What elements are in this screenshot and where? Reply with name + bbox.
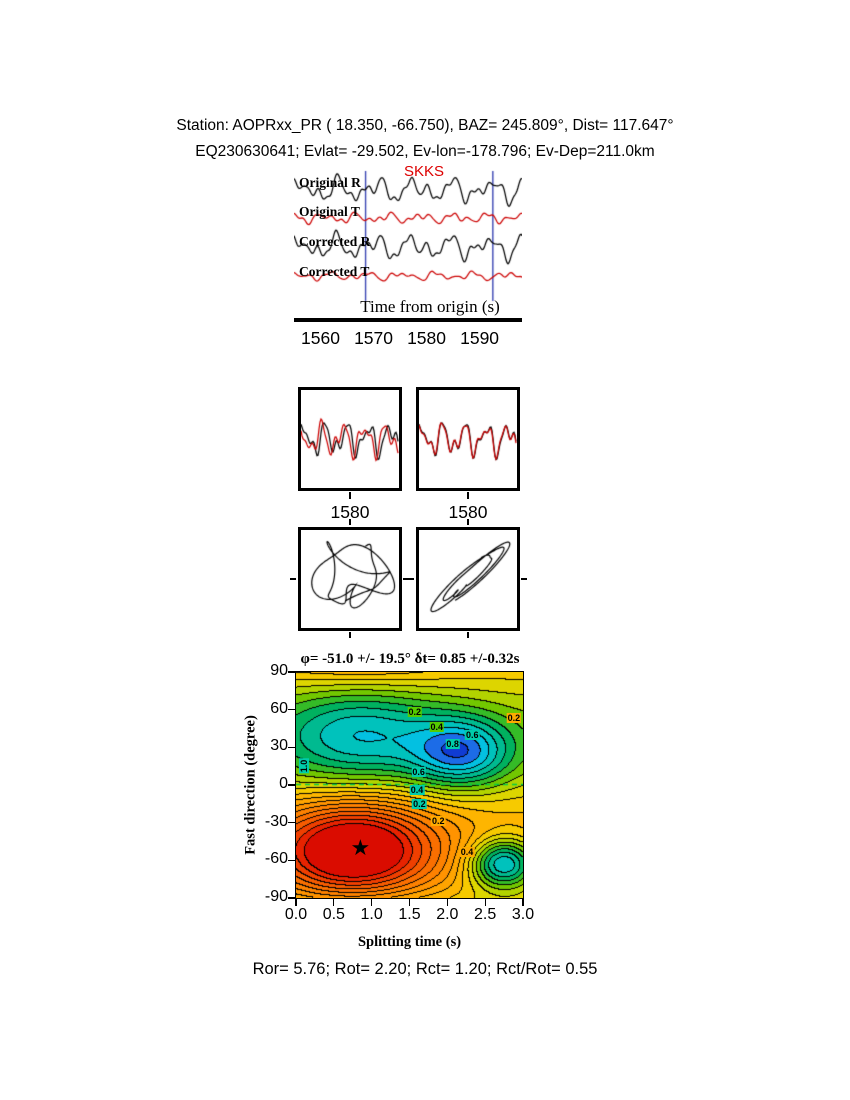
particle-motion-panel-corrected bbox=[416, 527, 520, 631]
particle-motion-panel-original bbox=[298, 527, 402, 631]
pm-panel-tickmark bbox=[408, 578, 414, 580]
trace-label-original-t: Original T bbox=[299, 204, 360, 219]
contour-level-label: 0.2 bbox=[506, 713, 522, 724]
axis-tick-label: -30 bbox=[264, 812, 288, 830]
trace-label-original-r: Original R bbox=[299, 175, 361, 190]
axis-tick-label: -90 bbox=[264, 888, 288, 905]
axis-tickmark bbox=[484, 899, 486, 906]
contour-level-label: 0.6 bbox=[465, 729, 480, 740]
trace-label-corrected-r: Corrected R bbox=[299, 234, 371, 249]
pm-panel-tickmark bbox=[403, 578, 409, 580]
energy-ratio-footer: Ror= 5.76; Rot= 2.20; Rct= 1.20; Rct/Rot… bbox=[252, 960, 598, 978]
axis-tick-label: 0 bbox=[279, 775, 288, 792]
axis-tickmark bbox=[446, 899, 448, 906]
contour-level-label: 0.2 bbox=[412, 798, 427, 809]
pair-time-tick: 1580 bbox=[448, 502, 488, 522]
pair-time-tick: 1580 bbox=[330, 502, 370, 522]
time-axis-tick: 1590 bbox=[460, 328, 500, 348]
pair-panel-tickmark bbox=[348, 492, 351, 499]
contour-level-label: 0.8 bbox=[445, 738, 460, 749]
pm-panel-tickmark bbox=[521, 578, 527, 580]
axis-tick-label: 60 bbox=[270, 699, 288, 717]
splitting-time-axis-label: Splitting time (s) bbox=[357, 934, 462, 950]
contour-level-label: 0.6 bbox=[411, 767, 426, 778]
time-axis-bar bbox=[294, 318, 522, 322]
axis-tickmark bbox=[295, 899, 297, 906]
time-axis-tick: 1580 bbox=[407, 328, 447, 348]
axis-tickmark bbox=[288, 822, 295, 824]
contour-level-label: 0.4 bbox=[429, 722, 444, 733]
misfit-contour-plot: ★ 0.2 0.4 0.6 0.8 0.2 1.0 0.6 0.4 0.2 0.2 0.4 bbox=[295, 671, 524, 899]
axis-tickmark bbox=[288, 709, 295, 711]
waveform-pair-panel-original bbox=[298, 387, 402, 491]
axis-tick-label: -60 bbox=[264, 850, 288, 868]
axis-tickmark bbox=[333, 899, 335, 906]
axis-tick-label: 1.0 bbox=[360, 906, 383, 923]
particle-motion-canvas-original bbox=[301, 530, 399, 628]
pm-panel-tickmark bbox=[466, 632, 469, 638]
waveform-pair-panel-corrected bbox=[416, 387, 520, 491]
seismogram-block: SKKS Original R Original T Corrected R C… bbox=[294, 163, 522, 363]
axis-tickmark bbox=[371, 899, 373, 906]
pm-panel-tickmark bbox=[466, 519, 469, 525]
axis-tick-label: 0.5 bbox=[322, 906, 345, 923]
best-solution-star-icon: ★ bbox=[350, 835, 371, 861]
station-header: Station: AOPRxx_PR ( 18.350, -66.750), B… bbox=[176, 117, 674, 134]
axis-tick-label: 30 bbox=[270, 737, 288, 755]
axis-tick-label: 1.5 bbox=[398, 906, 421, 923]
trace-label-corrected-t: Corrected T bbox=[299, 264, 370, 279]
pm-panel-tickmark bbox=[348, 632, 351, 638]
splitting-result-title: φ= -51.0 +/- 19.5° δt= 0.85 +/-0.32s bbox=[300, 651, 520, 667]
time-axis-label: Time from origin (s) bbox=[360, 297, 500, 316]
axis-tick-label: 2.5 bbox=[474, 906, 497, 923]
pm-panel-tickmark bbox=[348, 519, 351, 525]
seismogram-canvas bbox=[294, 169, 522, 314]
contour-level-label: 0.4 bbox=[409, 785, 425, 796]
axis-tickmark bbox=[288, 784, 295, 786]
axis-tickmark bbox=[288, 746, 295, 748]
axis-tick-label: 90 bbox=[270, 662, 288, 679]
contour-level-label: 0.4 bbox=[459, 846, 475, 857]
contour-level-label: 0.2 bbox=[407, 707, 423, 718]
axis-tickmark bbox=[522, 899, 524, 906]
axis-tickmark bbox=[288, 859, 295, 861]
contour-level-label: 0.2 bbox=[430, 816, 446, 827]
axis-tickmark bbox=[408, 899, 411, 906]
event-header: EQ230630641; Evlat= -29.502, Ev-lon=-178… bbox=[195, 143, 655, 160]
axis-tickmark bbox=[288, 671, 295, 673]
axis-tick-label: 0.0 bbox=[284, 906, 308, 923]
time-axis-tick: 1560 bbox=[301, 328, 340, 348]
axis-tick-label: 3.0 bbox=[511, 906, 535, 923]
pair-panel-tickmark bbox=[466, 492, 469, 499]
axis-tickmark bbox=[288, 897, 295, 899]
time-axis-tick: 1570 bbox=[354, 328, 393, 348]
axis-tick-label: 2.0 bbox=[436, 906, 459, 923]
waveform-pair-canvas-original bbox=[301, 390, 399, 488]
particle-motion-canvas-corrected bbox=[419, 530, 517, 628]
waveform-pair-canvas-corrected bbox=[419, 390, 517, 488]
contour-level-label: 1.0 bbox=[298, 758, 309, 774]
pm-panel-tickmark bbox=[290, 578, 296, 580]
